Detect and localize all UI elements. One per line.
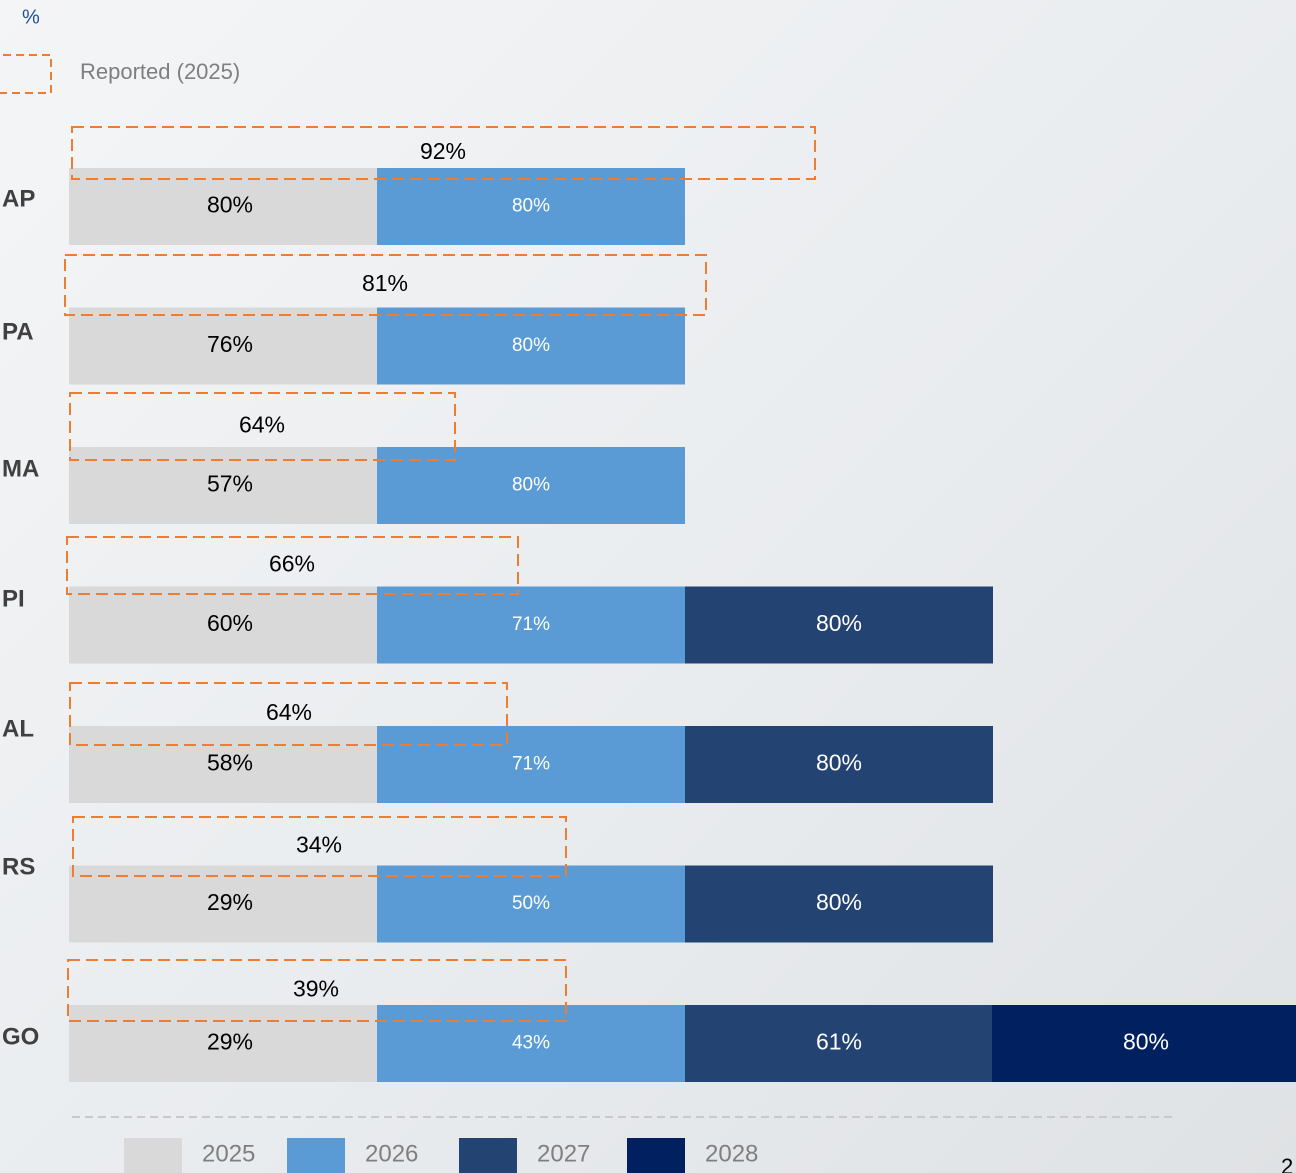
legend-swatch: [287, 1138, 345, 1173]
chart: % Reported (2025) 2 AP 80% 80% 92% PA 76% 80% 8…: [0, 0, 1296, 1173]
value-label: 50%: [512, 893, 550, 914]
category-label: MA: [2, 455, 39, 482]
reported-label: 39%: [293, 976, 339, 1002]
value-label: 57%: [207, 471, 253, 497]
value-label: 58%: [207, 750, 253, 776]
value-label: 60%: [207, 610, 253, 636]
legend-reported-swatch: [0, 55, 51, 93]
reported-label: 81%: [362, 270, 408, 296]
reported-label: 34%: [296, 832, 342, 858]
value-label: 29%: [207, 1029, 253, 1055]
value-label: 80%: [512, 475, 550, 496]
legend-label: 2027: [537, 1140, 590, 1167]
reported-label: 66%: [269, 551, 315, 577]
reported-label: 92%: [420, 138, 466, 164]
value-label: 80%: [816, 889, 862, 915]
legend-label: 2028: [705, 1140, 758, 1167]
category-label: PA: [2, 318, 34, 345]
category-label: GO: [2, 1023, 39, 1050]
legend-swatch: [124, 1138, 182, 1173]
legend-label: 2026: [365, 1140, 418, 1167]
value-label: 80%: [512, 196, 550, 217]
category-label: RS: [2, 853, 35, 880]
value-label: 80%: [207, 192, 253, 218]
value-label: 43%: [512, 1033, 550, 1054]
value-label: 71%: [512, 754, 550, 775]
value-label: 61%: [816, 1029, 862, 1055]
category-label: AL: [2, 715, 34, 742]
value-label: 29%: [207, 889, 253, 915]
legend-swatch: [459, 1138, 517, 1173]
legend-label: 2025: [202, 1140, 255, 1167]
legend-reported-label: Reported (2025): [80, 59, 240, 84]
value-label: 76%: [207, 331, 253, 357]
value-label: 71%: [512, 614, 550, 635]
legend-swatch: [627, 1138, 685, 1173]
value-label: 80%: [816, 750, 862, 776]
unit-label: %: [22, 6, 40, 28]
category-label: AP: [2, 185, 35, 212]
value-label: 80%: [512, 335, 550, 356]
reported-label: 64%: [239, 412, 285, 438]
reported-label: 64%: [266, 699, 312, 725]
value-label: 80%: [1123, 1029, 1169, 1055]
page-number: 2: [1281, 1154, 1293, 1173]
category-label: PI: [2, 585, 25, 612]
value-label: 80%: [816, 610, 862, 636]
